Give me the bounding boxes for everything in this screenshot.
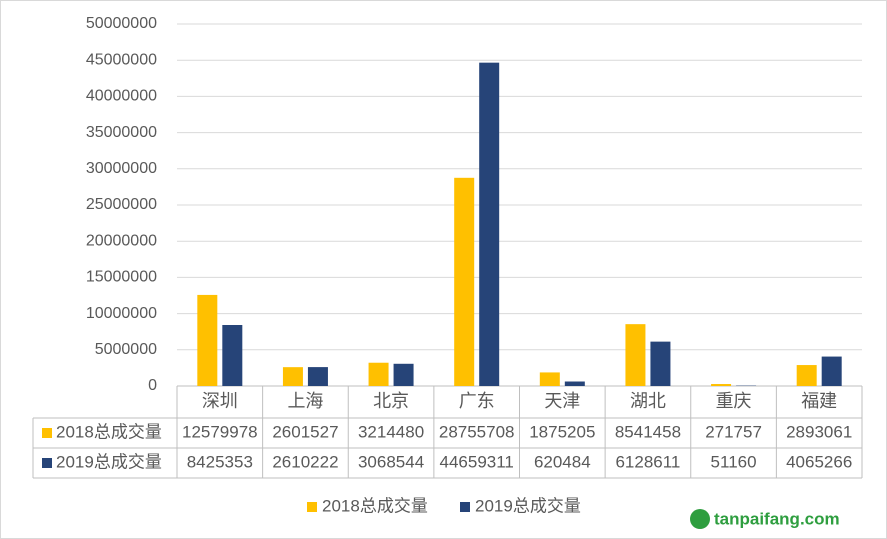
- table-value: 8541458: [615, 422, 681, 441]
- bar: [711, 384, 732, 386]
- x-tick-label: 天津: [544, 391, 580, 411]
- x-tick-label: 重庆: [716, 391, 752, 411]
- legend-swatch: [460, 502, 470, 512]
- x-tick-label: 湖北: [630, 391, 666, 411]
- bar: [650, 341, 671, 386]
- y-tick-label: 10000000: [86, 305, 157, 322]
- y-tick-label: 40000000: [86, 88, 157, 105]
- table-value: 28755708: [439, 422, 515, 441]
- table-value: 3068544: [358, 452, 424, 471]
- bar: [454, 177, 475, 386]
- y-tick-label: 45000000: [86, 51, 157, 68]
- watermark-logo: [690, 509, 710, 529]
- table-value: 2610222: [272, 452, 338, 471]
- y-tick-label: 25000000: [86, 196, 157, 213]
- x-tick-label: 北京: [373, 391, 409, 411]
- table-value: 44659311: [440, 452, 514, 471]
- bar: [539, 372, 560, 386]
- y-tick-label: 30000000: [86, 160, 157, 177]
- y-tick-label: 15000000: [86, 269, 157, 286]
- watermark: tanpaifang.com: [714, 509, 840, 528]
- table-value: 4065266: [786, 452, 852, 471]
- table-value: 3214480: [358, 422, 424, 441]
- table-value: 620484: [534, 452, 591, 471]
- legend-swatch: [307, 502, 317, 512]
- table-value: 12579978: [182, 422, 258, 441]
- bar: [796, 365, 817, 386]
- table-value: 1875205: [529, 422, 595, 441]
- y-tick-label: 5000000: [95, 341, 157, 358]
- bar: [393, 363, 414, 386]
- legend-label: 2018总成交量: [56, 422, 162, 441]
- x-tick-label: 广东: [459, 391, 495, 411]
- bar: [222, 325, 243, 386]
- legend-label: 2019总成交量: [475, 496, 581, 515]
- table-value: 8425353: [187, 452, 253, 471]
- legend-label: 2018总成交量: [322, 496, 428, 515]
- bar: [368, 362, 389, 386]
- bar: [564, 381, 585, 386]
- x-tick-label: 上海: [287, 391, 323, 411]
- bar: [821, 356, 842, 386]
- legend-swatch: [42, 458, 52, 468]
- table-value: 51160: [711, 452, 757, 471]
- legend-swatch: [42, 428, 52, 438]
- y-tick-label: 20000000: [86, 232, 157, 249]
- bar: [197, 294, 218, 386]
- x-tick-label: 深圳: [202, 391, 238, 411]
- bar: [307, 367, 328, 386]
- y-tick-label: 35000000: [86, 124, 157, 141]
- table-value: 271757: [705, 422, 762, 441]
- table-value: 2601527: [272, 422, 338, 441]
- table-value: 6128611: [615, 452, 680, 471]
- table-value: 2893061: [786, 422, 852, 441]
- bar: [479, 62, 500, 386]
- y-tick-label: 50000000: [86, 15, 157, 32]
- y-tick-label: 0: [148, 377, 157, 394]
- bar: [625, 324, 646, 386]
- bar: [282, 367, 303, 386]
- legend-label: 2019总成交量: [56, 452, 162, 471]
- x-tick-label: 福建: [801, 391, 837, 411]
